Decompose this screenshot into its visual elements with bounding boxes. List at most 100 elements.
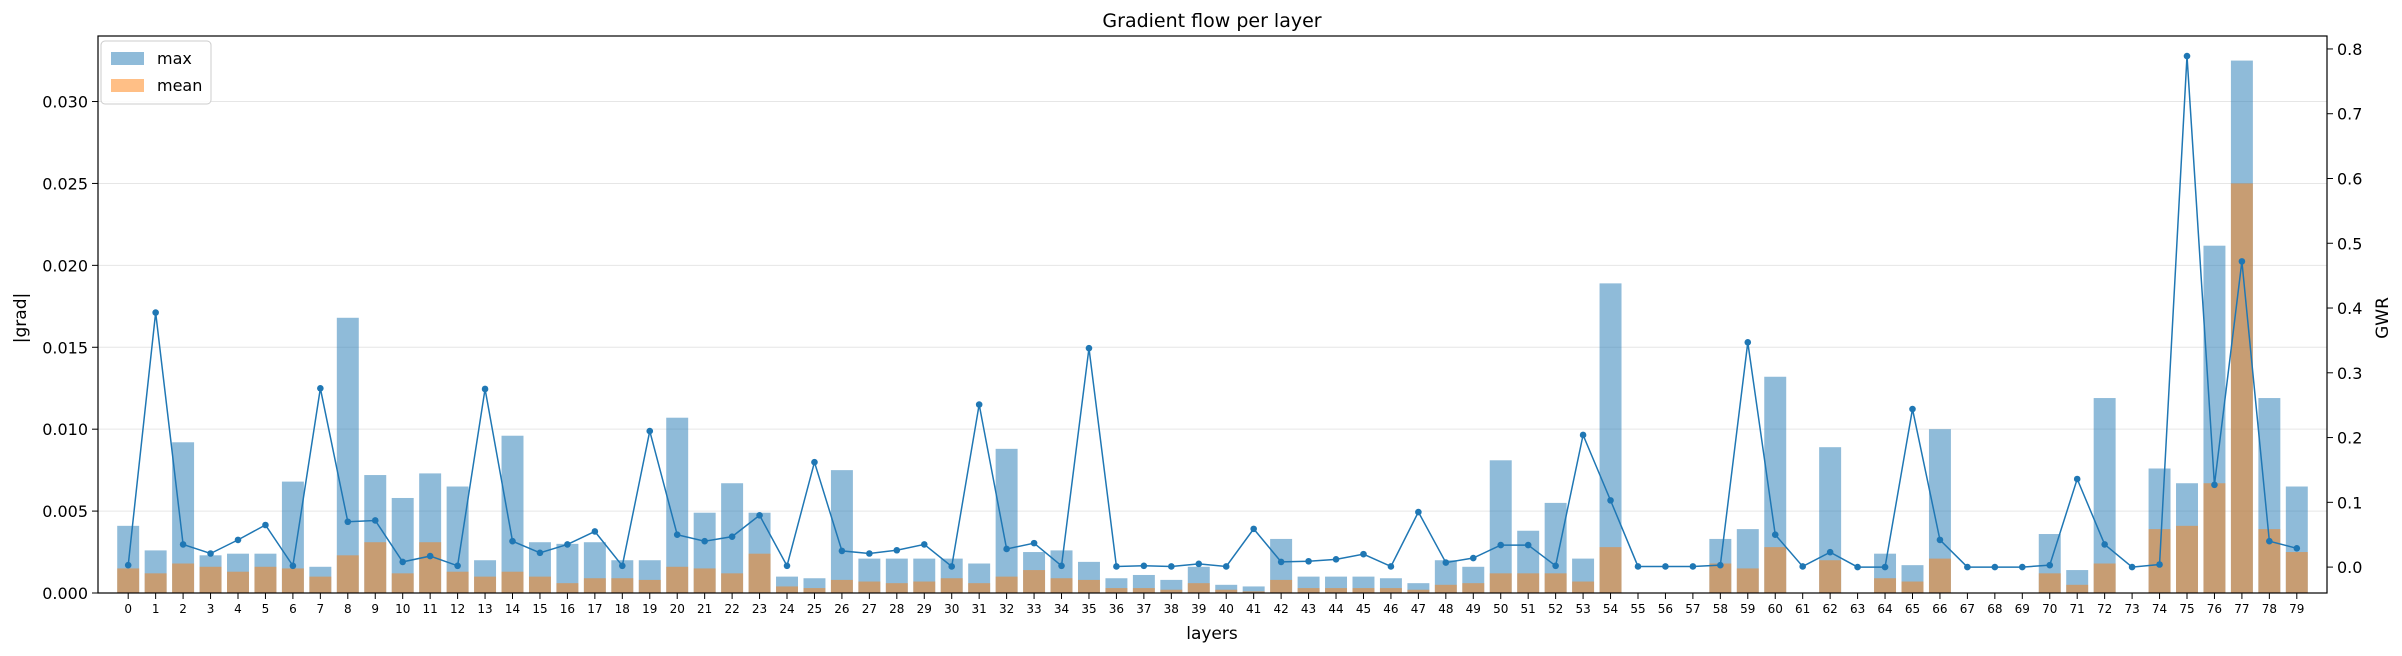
bar-mean <box>1709 563 1732 593</box>
gwr-point <box>1909 405 1916 413</box>
x-tick-label: 31 <box>972 602 987 616</box>
y-tick-label-right: 0.3 <box>2337 364 2362 383</box>
x-tick-label: 7 <box>317 602 325 616</box>
y-tick-label-right: 0.7 <box>2337 105 2362 124</box>
y-tick-label-right: 0.6 <box>2337 169 2362 188</box>
bar-mean <box>1160 589 1183 593</box>
x-tick-label: 16 <box>560 602 575 616</box>
gwr-point <box>1662 563 1669 570</box>
gwr-point <box>564 541 571 548</box>
x-tick-label: 57 <box>1685 602 1700 616</box>
bar-mean <box>1544 573 1567 593</box>
x-tick-label: 34 <box>1054 602 1069 616</box>
bar-mean <box>1297 588 1320 593</box>
bar-max <box>281 481 304 593</box>
bar-max <box>2093 398 2116 593</box>
gwr-point <box>2266 537 2273 545</box>
y-tick-label-right: 0.8 <box>2337 40 2362 59</box>
bar-mean <box>1819 560 1842 593</box>
gwr-point <box>1799 563 1806 570</box>
bar-mean <box>199 566 222 593</box>
x-tick-label: 10 <box>395 602 410 616</box>
x-tick-label: 55 <box>1630 602 1645 616</box>
gwr-point <box>124 561 132 569</box>
y-tick-label-right: 0.5 <box>2337 234 2362 253</box>
y-tick-label-right: 0.4 <box>2337 299 2362 318</box>
x-tick-label: 65 <box>1905 602 1920 616</box>
x-tick-label: 23 <box>752 602 767 616</box>
bar-max <box>1599 283 1622 593</box>
bar-max <box>501 435 524 593</box>
gwr-point <box>1826 548 1834 556</box>
gwr-point <box>1744 339 1752 346</box>
gwr-point <box>371 517 379 524</box>
x-tick-label: 29 <box>917 602 932 616</box>
x-tick-label: 63 <box>1850 602 1865 616</box>
y-tick-label-left: 0.000 <box>42 584 88 603</box>
gwr-point <box>811 458 818 466</box>
bar-mean <box>1407 589 1430 593</box>
x-tick-label: 22 <box>724 602 739 616</box>
gwr-point <box>2183 52 2191 60</box>
bar-mean <box>1105 588 1128 593</box>
gwr-point <box>1222 563 1230 570</box>
x-tick-label: 51 <box>1521 602 1536 616</box>
gwr-point <box>536 549 544 557</box>
grid-layer <box>98 101 2327 512</box>
bar-mean <box>1050 578 1073 593</box>
gwr-point <box>866 550 873 557</box>
x-tick-label: 37 <box>1136 602 1151 616</box>
x-tick-label: 73 <box>2124 602 2139 616</box>
x-tick-label: 27 <box>862 602 877 616</box>
x-tick-label: 0 <box>124 602 132 616</box>
gwr-point <box>838 547 846 555</box>
bar-mean <box>1874 578 1897 593</box>
gwr-point <box>317 385 324 392</box>
gwr-point <box>1360 550 1367 558</box>
gwr-point <box>728 533 736 540</box>
bar-max <box>1270 538 1293 593</box>
x-tick-label: 59 <box>1740 602 1755 616</box>
bar-mean <box>1132 588 1155 593</box>
bar-mean <box>1928 558 1951 593</box>
bar-max <box>336 317 359 593</box>
gwr-point <box>262 521 269 529</box>
bar-mean <box>693 568 716 593</box>
bar-mean <box>1242 591 1265 593</box>
bar-max <box>172 442 195 593</box>
x-tick-label: 20 <box>670 602 685 616</box>
gwr-point <box>1030 539 1038 547</box>
bar-mean <box>803 588 826 593</box>
y-axis-label-right: GWR <box>2373 297 2393 339</box>
gwr-point <box>2128 563 2136 571</box>
gwr-point <box>1964 563 1971 571</box>
bar-layer <box>117 60 2308 594</box>
bar-mean <box>940 578 963 593</box>
series-line-gwr <box>127 56 2297 568</box>
bar-mean <box>1379 588 1402 593</box>
bar-mean <box>2285 552 2308 593</box>
y-tick-label-left: 0.020 <box>42 256 88 275</box>
bar-mean <box>858 581 881 593</box>
x-tick-label: 2 <box>179 602 187 616</box>
y-axis-label-left: |grad| <box>11 293 31 343</box>
bar-mean <box>528 576 551 593</box>
x-tick-label: 52 <box>1548 602 1563 616</box>
chart-title: Gradient flow per layer <box>1102 10 1321 32</box>
x-tick-label: 66 <box>1932 602 1947 616</box>
x-tick-label: 75 <box>2179 602 2194 616</box>
bar-max <box>391 497 414 593</box>
legend-swatch-mean <box>111 79 144 92</box>
x-tick-label: 68 <box>1987 602 2002 616</box>
gwr-point <box>454 562 461 570</box>
x-tick-label: 32 <box>999 602 1014 616</box>
legend-label-max: max <box>157 49 192 68</box>
x-tick-label: 77 <box>2234 602 2249 616</box>
x-tick-label: 15 <box>532 602 547 616</box>
x-tick-label: 30 <box>944 602 959 616</box>
x-tick-label: 21 <box>697 602 712 616</box>
gwr-point <box>234 536 242 544</box>
x-tick-label: 28 <box>889 602 904 616</box>
bar-mean <box>2176 525 2198 593</box>
